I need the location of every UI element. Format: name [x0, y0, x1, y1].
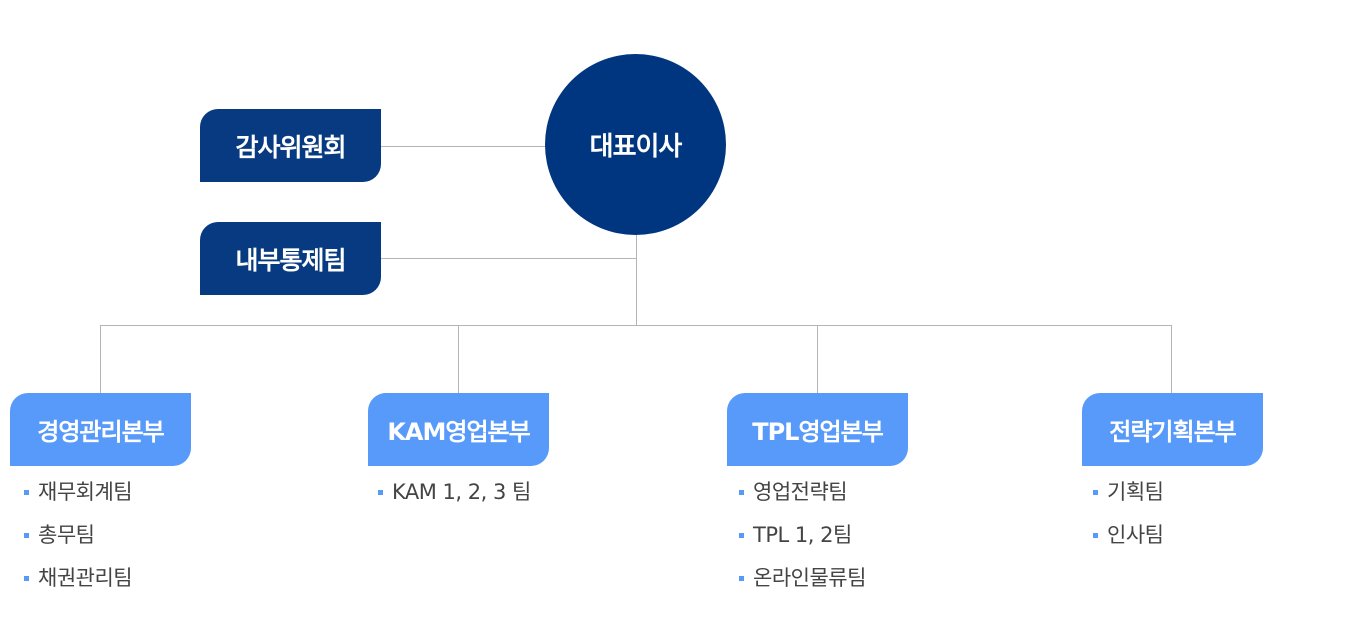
division-tpl-sales-teams: 영업전략팀 TPL 1, 2팀 온라인물류팀 — [739, 481, 866, 610]
bullet-square-icon — [24, 533, 29, 538]
division-management-teams: 재무회계팀 총무팀 채권관리팀 — [24, 480, 133, 610]
internal-control-team-label: 내부통제팀 — [235, 245, 346, 275]
division-label: 경영관리본부 — [37, 418, 164, 446]
internal-control-team-node: 내부통제팀 — [200, 222, 381, 295]
ceo-label: 대표이사 — [589, 132, 683, 162]
division-label: KAM영업본부 — [387, 418, 530, 446]
team-item: 인사팀 — [1093, 523, 1164, 547]
division-strategy-planning-node: 전략기획본부 — [1082, 393, 1263, 466]
team-item: 재무회계팀 — [24, 480, 133, 504]
bullet-square-icon — [24, 576, 29, 581]
team-item: 영업전략팀 — [739, 481, 866, 504]
division-label: 전략기획본부 — [1109, 418, 1236, 446]
team-label: 채권관리팀 — [38, 566, 133, 590]
division-kam-sales-teams: KAM 1, 2, 3 팀 — [378, 481, 531, 524]
team-label: 인사팀 — [1107, 523, 1164, 547]
division-kam-sales-node: KAM영업본부 — [368, 393, 549, 466]
bullet-square-icon — [739, 576, 744, 581]
bullet-square-icon — [378, 490, 383, 495]
team-item: 채권관리팀 — [24, 566, 133, 590]
team-label: TPL 1, 2팀 — [753, 523, 852, 547]
team-label: 재무회계팀 — [38, 480, 133, 504]
audit-committee-label: 감사위원회 — [235, 132, 346, 162]
team-item: TPL 1, 2팀 — [739, 524, 866, 547]
team-item: 총무팀 — [24, 524, 132, 547]
division-label: TPL영업본부 — [752, 418, 884, 446]
division-tpl-sales-node: TPL영업본부 — [727, 393, 908, 466]
division-strategy-planning-teams: 기획팀 인사팀 — [1093, 480, 1164, 567]
ceo-node: 대표이사 — [545, 54, 726, 235]
bullet-square-icon — [24, 490, 29, 495]
team-item: KAM 1, 2, 3 팀 — [378, 481, 531, 504]
team-item: 온라인물류팀 — [739, 567, 866, 590]
audit-committee-node: 감사위원회 — [200, 109, 381, 182]
division-management-node: 경영관리본부 — [10, 393, 191, 466]
bullet-square-icon — [1093, 490, 1098, 495]
team-item: 기획팀 — [1093, 480, 1164, 504]
bullet-square-icon — [739, 490, 744, 495]
team-label: 영업전략팀 — [753, 480, 848, 504]
bullet-square-icon — [1093, 533, 1098, 538]
team-label: 기획팀 — [1107, 480, 1164, 504]
team-label: KAM 1, 2, 3 팀 — [392, 480, 531, 504]
team-label: 총무팀 — [38, 523, 95, 547]
bullet-square-icon — [739, 533, 744, 538]
team-label: 온라인물류팀 — [753, 566, 866, 590]
